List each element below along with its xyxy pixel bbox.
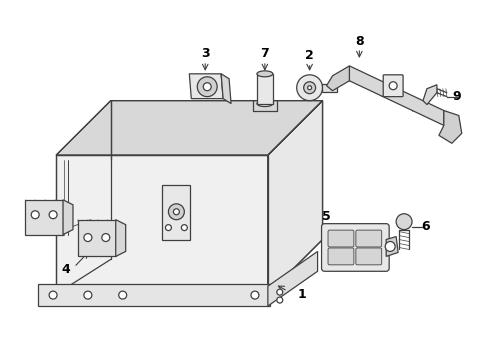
Ellipse shape xyxy=(256,71,272,77)
Circle shape xyxy=(31,211,39,219)
Polygon shape xyxy=(221,74,231,104)
Text: 4: 4 xyxy=(61,263,70,276)
Text: 2: 2 xyxy=(305,49,313,63)
Circle shape xyxy=(119,291,126,299)
Circle shape xyxy=(84,291,92,299)
Ellipse shape xyxy=(256,100,272,107)
Circle shape xyxy=(276,289,282,295)
Circle shape xyxy=(197,77,217,96)
Circle shape xyxy=(388,82,396,90)
Polygon shape xyxy=(162,185,190,239)
Polygon shape xyxy=(256,74,272,104)
Circle shape xyxy=(181,225,187,231)
Text: 5: 5 xyxy=(322,210,330,223)
Circle shape xyxy=(168,204,184,220)
Circle shape xyxy=(395,214,411,230)
Text: 3: 3 xyxy=(201,48,209,60)
FancyBboxPatch shape xyxy=(355,248,381,265)
Circle shape xyxy=(385,242,394,251)
Circle shape xyxy=(276,297,282,303)
Polygon shape xyxy=(78,220,116,256)
Polygon shape xyxy=(56,155,267,294)
Polygon shape xyxy=(321,84,337,92)
Text: 9: 9 xyxy=(451,90,460,103)
FancyBboxPatch shape xyxy=(321,224,388,271)
Circle shape xyxy=(203,83,211,91)
Circle shape xyxy=(49,211,57,219)
Text: 1: 1 xyxy=(297,288,305,301)
Circle shape xyxy=(307,86,311,90)
FancyBboxPatch shape xyxy=(327,248,353,265)
Polygon shape xyxy=(25,200,63,235)
Polygon shape xyxy=(349,66,443,125)
Circle shape xyxy=(165,225,171,231)
Polygon shape xyxy=(438,111,461,143)
Circle shape xyxy=(84,234,92,242)
Polygon shape xyxy=(38,284,269,306)
Circle shape xyxy=(173,209,179,215)
Circle shape xyxy=(296,75,322,100)
Polygon shape xyxy=(386,237,397,256)
Circle shape xyxy=(250,291,258,299)
Circle shape xyxy=(49,291,57,299)
FancyBboxPatch shape xyxy=(327,230,353,247)
Polygon shape xyxy=(56,100,322,155)
Polygon shape xyxy=(116,220,125,256)
FancyBboxPatch shape xyxy=(355,230,381,247)
Polygon shape xyxy=(326,66,349,91)
Polygon shape xyxy=(422,85,436,105)
Polygon shape xyxy=(267,100,322,294)
Polygon shape xyxy=(267,251,317,306)
Text: 8: 8 xyxy=(354,35,363,48)
Text: 6: 6 xyxy=(421,220,429,233)
Text: 7: 7 xyxy=(260,48,269,60)
Circle shape xyxy=(102,234,109,242)
FancyBboxPatch shape xyxy=(383,75,402,96)
Polygon shape xyxy=(63,200,73,235)
Polygon shape xyxy=(189,74,223,99)
Circle shape xyxy=(303,82,315,94)
